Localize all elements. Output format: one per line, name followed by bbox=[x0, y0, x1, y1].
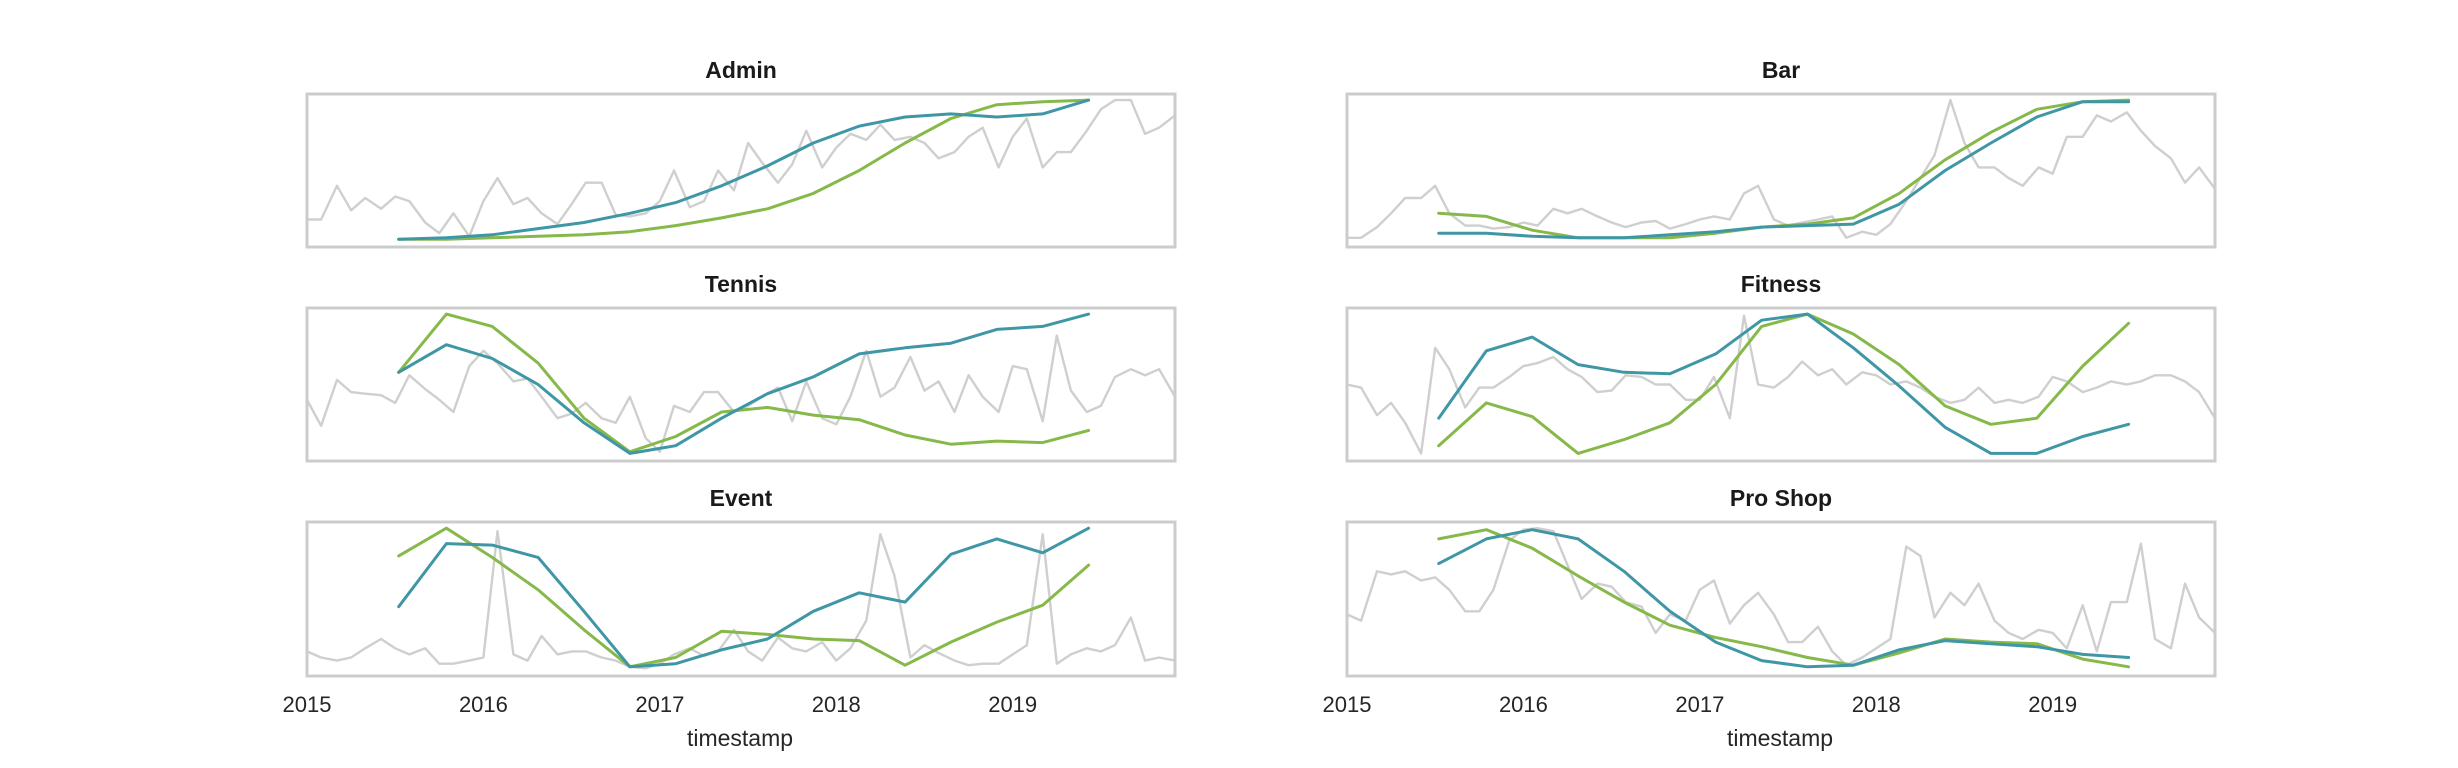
panel-series-group bbox=[307, 312, 1175, 455]
x-tick-label: 2015 bbox=[283, 692, 332, 717]
series-line-gray bbox=[307, 530, 1175, 670]
panel-event: Event 2015 2016 2017 2018 2019 timestamp bbox=[283, 485, 1177, 751]
panel-series-group bbox=[307, 98, 1175, 241]
panel-tennis: Tennis bbox=[305, 271, 1177, 463]
panel-fitness: Fitness bbox=[1345, 271, 2217, 463]
panel-frame bbox=[1345, 92, 2217, 249]
x-tick-label: 2016 bbox=[1499, 692, 1548, 717]
series-line-gray bbox=[307, 334, 1175, 453]
x-tick-label: 2018 bbox=[812, 692, 861, 717]
series-line-green bbox=[1437, 312, 2131, 455]
series-line-green bbox=[397, 98, 1091, 241]
panel-frame bbox=[305, 92, 1177, 249]
x-tick-label: 2017 bbox=[1675, 692, 1724, 717]
panel-series-group bbox=[307, 526, 1175, 670]
x-tick-label: 2018 bbox=[1852, 692, 1901, 717]
panel-admin: Admin bbox=[305, 57, 1177, 249]
panel-title: Event bbox=[710, 485, 773, 511]
series-line-green bbox=[397, 312, 1091, 454]
panel-frame bbox=[305, 306, 1177, 463]
x-tick-label: 2019 bbox=[2028, 692, 2077, 717]
panel-title: Bar bbox=[1762, 57, 1800, 83]
panel-series-group bbox=[1347, 98, 2215, 240]
x-axis-label: timestamp bbox=[1727, 725, 1833, 751]
x-axis-label: timestamp bbox=[687, 725, 793, 751]
panel-frame bbox=[1345, 520, 2217, 678]
series-line-green bbox=[1437, 98, 2131, 240]
series-line-gray bbox=[1347, 98, 2215, 240]
panel-title: Tennis bbox=[705, 271, 777, 297]
series-line-gray bbox=[307, 98, 1175, 238]
series-line-blue bbox=[397, 98, 1091, 241]
series-line-blue bbox=[1437, 100, 2131, 240]
panel-title: Pro Shop bbox=[1730, 485, 1832, 511]
series-line-blue bbox=[1437, 528, 2131, 669]
panel-bar: Bar bbox=[1345, 57, 2217, 249]
x-tick-label: 2017 bbox=[635, 692, 684, 717]
series-line-gray bbox=[1347, 314, 2215, 455]
series-line-green bbox=[397, 526, 1091, 669]
series-line-green bbox=[1437, 528, 2131, 669]
series-line-blue bbox=[1437, 312, 2131, 455]
panel-frame bbox=[1345, 306, 2217, 463]
panel-series-group bbox=[1347, 527, 2215, 669]
series-line-blue bbox=[397, 526, 1091, 669]
panel-pro-shop: Pro Shop 2015 2016 2017 2018 2019 timestamp bbox=[1323, 485, 2217, 751]
series-line-gray bbox=[1347, 527, 2215, 667]
panel-title: Fitness bbox=[1741, 271, 1822, 297]
x-tick-label: 2019 bbox=[988, 692, 1037, 717]
panel-frame bbox=[305, 520, 1177, 678]
series-line-blue bbox=[397, 312, 1091, 455]
panel-series-group bbox=[1347, 312, 2215, 455]
x-tick-label: 2016 bbox=[459, 692, 508, 717]
panel-title: Admin bbox=[705, 57, 777, 83]
x-tick-label: 2015 bbox=[1323, 692, 1372, 717]
